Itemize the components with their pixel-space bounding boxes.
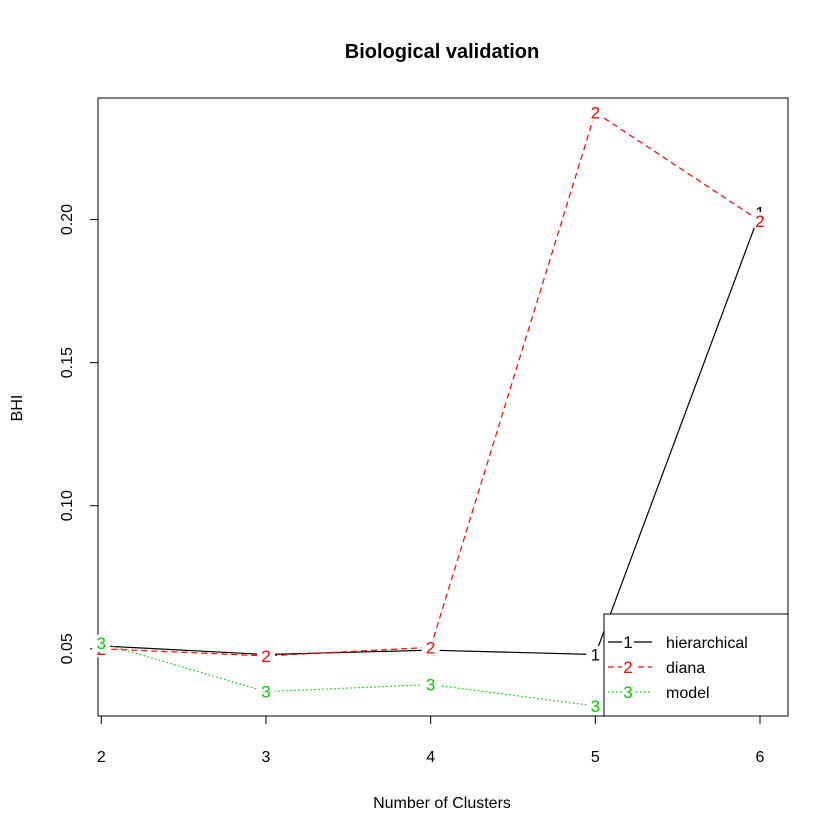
legend-marker: 2	[623, 658, 632, 677]
series-point-bg	[586, 696, 605, 715]
series-layer: 11111222223333	[92, 103, 770, 716]
legend-marker-bg	[622, 658, 634, 676]
series-point-bg	[256, 682, 275, 701]
legend-marker-bg	[622, 633, 634, 651]
series-point-model: 3	[591, 697, 600, 716]
legend-marker: 3	[623, 683, 632, 702]
x-tick-label: 2	[97, 749, 106, 766]
legend-label: model	[666, 685, 710, 702]
x-axis-label: Number of Clusters	[373, 795, 511, 812]
y-tick-label: 0.05	[59, 633, 76, 664]
series-point-bg	[586, 103, 605, 122]
y-tick-label: 0.10	[59, 490, 76, 521]
x-tick-label: 3	[262, 749, 271, 766]
legend-marker-bg	[622, 683, 634, 701]
y-tick-label: 0.20	[59, 204, 76, 235]
series-point-bg	[92, 634, 111, 653]
legend: 1 hierarchical 2 diana 3 model	[603, 613, 789, 717]
series-point-bg	[421, 675, 440, 694]
y-tick-label: 0.15	[59, 347, 76, 378]
x-axis: 2 3 4 5 6	[97, 715, 765, 766]
legend-label: diana	[666, 660, 705, 677]
series-point-diana: 2	[261, 647, 270, 666]
y-axis-label: BHI	[9, 395, 26, 422]
legend-label: hierarchical	[666, 635, 748, 652]
series-point-bg	[421, 638, 440, 657]
series-point-model: 3	[426, 676, 435, 695]
x-tick-label: 5	[591, 749, 600, 766]
series-point-diana: 2	[591, 103, 600, 122]
series-point-diana: 2	[426, 638, 435, 657]
legend-box	[603, 613, 789, 717]
legend-marker: 1	[623, 633, 632, 652]
series-point-hierarchical: 1	[591, 645, 600, 664]
x-tick-label: 6	[756, 749, 765, 766]
series-line-hierarchical	[101, 212, 761, 656]
series-line-diana	[101, 111, 761, 657]
chart-title: Biological validation	[345, 41, 539, 63]
y-axis: 0.05 0.10 0.15 0.20	[59, 204, 99, 664]
series-point-bg	[256, 646, 275, 665]
x-tick-label: 4	[426, 749, 435, 766]
series-point-diana: 2	[755, 212, 764, 231]
series-point-model: 3	[261, 683, 270, 702]
series-point-model: 3	[97, 634, 106, 653]
series-point-bg	[751, 212, 770, 231]
series-point-bg	[586, 645, 605, 664]
